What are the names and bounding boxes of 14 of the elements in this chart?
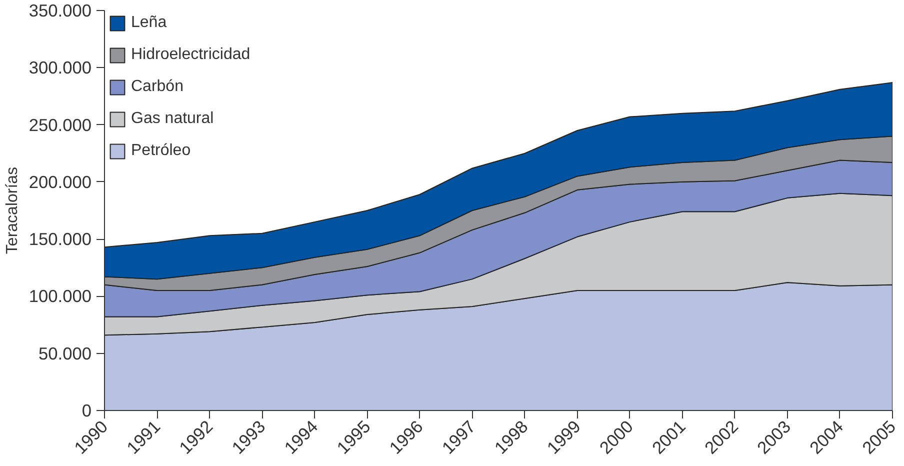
y-tick-label: 100.000 (28, 286, 92, 306)
y-tick-label: 300.000 (28, 58, 92, 78)
y-tick-label: 350.000 (28, 0, 92, 20)
legend-label: Carbón (131, 78, 184, 96)
legend-label: Gas natural (131, 110, 214, 128)
y-axis-title: Teracalorías (4, 166, 21, 254)
y-tick-label: 0 (82, 400, 92, 420)
y-tick-label: 50.000 (38, 343, 92, 364)
y-tick-label: 250.000 (28, 114, 92, 135)
legend-label: Hidroelectricidad (131, 46, 250, 64)
y-tick-label: 150.000 (28, 229, 92, 250)
legend-label: Petróleo (131, 142, 191, 160)
legend-label: Leña (131, 14, 167, 32)
y-tick-label: 200.000 (28, 172, 92, 192)
